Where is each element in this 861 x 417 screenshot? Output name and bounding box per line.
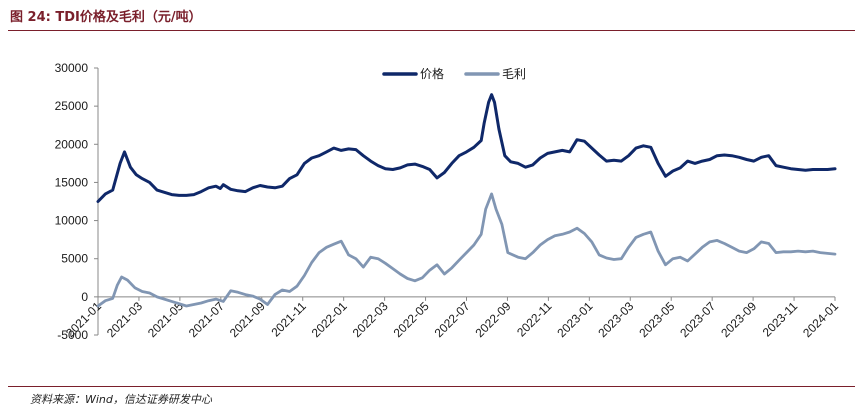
y-tick-label: 0	[81, 290, 88, 304]
x-tick-label: 2023-07	[677, 299, 718, 340]
x-tick-label: 2021-11	[268, 299, 309, 340]
y-tick-label: 20000	[55, 137, 89, 151]
series-line-price	[96, 93, 837, 203]
x-tick-label: 2022-03	[350, 299, 391, 340]
y-tick-label: 25000	[55, 99, 89, 113]
x-tick-label: 2021-09	[227, 299, 268, 340]
x-tick-label: 2022-01	[309, 299, 350, 340]
x-tick-label: 2022-11	[514, 299, 555, 340]
axes: -5000 0 5000 10000 15000 20000 25000 30000 2021-…	[55, 61, 842, 342]
y-tick-label: 15000	[55, 175, 89, 189]
x-tick-label: 2021-03	[104, 299, 145, 340]
legend: 价格 毛利	[382, 66, 526, 81]
figure-title: 图 24: TDI价格及毛利（元/吨）	[10, 10, 202, 25]
y-tick-label: 10000	[55, 214, 89, 228]
x-tick-label: 2023-03	[595, 299, 636, 340]
y-tick-label: 5000	[61, 252, 88, 266]
source-note: 资料来源：Wind，信达证券研发中心	[30, 393, 212, 406]
x-tick-label: 2024-01	[800, 299, 841, 340]
legend-label-margin: 毛利	[502, 67, 526, 81]
x-tick-label: 2022-07	[432, 299, 473, 340]
x-tick-label: 2023-05	[636, 299, 677, 340]
x-tick-label: 2023-11	[760, 299, 801, 340]
x-tick-label: 2022-05	[391, 299, 432, 340]
x-tick-label: 2022-09	[473, 299, 514, 340]
y-tick-label: 30000	[55, 61, 89, 75]
title-rule	[8, 30, 855, 31]
y-tick-label: -5000	[57, 328, 88, 342]
x-tick-label: 2023-01	[554, 299, 595, 340]
x-tick-label: 2023-09	[718, 299, 759, 340]
series-line-margin	[96, 192, 837, 308]
series-layer	[96, 93, 837, 308]
footer-rule	[8, 386, 855, 387]
legend-label-price: 价格	[420, 66, 444, 81]
